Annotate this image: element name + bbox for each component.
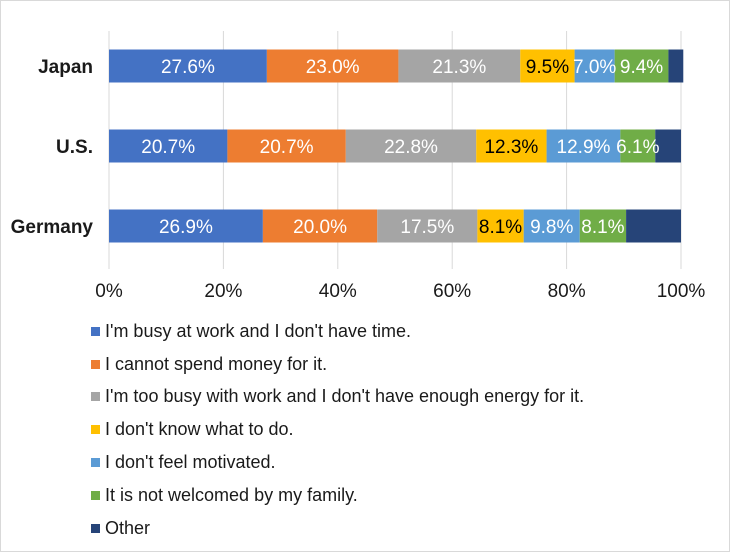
legend-item: I'm busy at work and I don't have time. <box>91 315 584 348</box>
data-label: 20.0% <box>293 217 347 238</box>
data-label: 8.1% <box>479 217 522 238</box>
bar-segment <box>574 49 615 83</box>
legend-item: I don't know what to do. <box>91 413 584 446</box>
x-tick-label: 80% <box>548 281 586 302</box>
data-label: 8.1% <box>581 217 624 238</box>
bar-segment <box>668 49 684 83</box>
legend-label: Other <box>105 517 151 538</box>
data-label: 23.0% <box>306 57 360 78</box>
legend-label: I'm too busy with work and I don't have … <box>105 386 585 407</box>
bar-segment <box>262 209 378 243</box>
x-axis-ticks: 0% 20% 40% 60% 80% 100% <box>95 281 705 302</box>
stacked-bar-chart: 27.6% 23.0% 21.3% 9.5% 7.0% 9.4% 20.7% 20.7% 22.… <box>11 31 705 302</box>
data-label: 17.5% <box>400 217 454 238</box>
bar-segment <box>546 129 621 163</box>
legend-label: I don't know what to do. <box>105 419 294 440</box>
data-label: 9.4% <box>620 57 663 78</box>
legend-swatch <box>91 523 100 533</box>
data-label: 20.7% <box>260 137 314 158</box>
category-label: Germany <box>11 217 94 238</box>
bar-segment <box>614 49 669 83</box>
legend-swatch <box>91 425 100 435</box>
legend-item: Other <box>91 512 584 545</box>
x-tick-label: 20% <box>204 281 242 302</box>
data-label: 27.6% <box>161 57 215 78</box>
data-label: 7.0% <box>573 57 616 78</box>
bar-segment <box>109 49 267 83</box>
category-labels: Japan U.S. Germany <box>11 57 94 238</box>
data-label: 26.9% <box>159 217 213 238</box>
legend-label: I'm busy at work and I don't have time. <box>105 320 412 341</box>
legend-swatch <box>91 458 100 468</box>
legend-item: It is not welcomed by my family. <box>91 479 584 512</box>
bar-segment <box>579 209 627 243</box>
bar-segment <box>377 209 478 243</box>
data-label: 6.1% <box>616 137 659 158</box>
bar-segment <box>523 209 580 243</box>
bar-segment <box>655 129 681 163</box>
bar-segment <box>109 129 228 163</box>
legend: I'm busy at work and I don't have time. I… <box>91 315 584 545</box>
legend-swatch <box>91 359 100 369</box>
category-label: U.S. <box>56 137 93 158</box>
x-tick-label: 60% <box>433 281 471 302</box>
data-label: 12.9% <box>557 137 611 158</box>
bar-segment <box>520 49 575 83</box>
data-label: 22.8% <box>384 137 438 158</box>
bar-segment <box>227 129 346 163</box>
legend-label: I cannot spend money for it. <box>105 353 328 374</box>
legend-label: I don't feel motivated. <box>105 452 276 473</box>
x-tick-label: 100% <box>657 281 706 302</box>
bar-segment <box>620 129 656 163</box>
legend-item: I don't feel motivated. <box>91 446 584 479</box>
data-label: 12.3% <box>484 137 538 158</box>
bar-segment <box>477 209 524 243</box>
legend-item: I'm too busy with work and I don't have … <box>91 381 584 414</box>
data-label: 20.7% <box>141 137 195 158</box>
data-label: 9.8% <box>530 217 573 238</box>
x-tick-label: 0% <box>95 281 123 302</box>
legend-item: I cannot spend money for it. <box>91 348 584 381</box>
bar-segment <box>398 49 521 83</box>
bar-segment <box>345 129 477 163</box>
category-label: Japan <box>38 57 93 78</box>
legend-label: It is not welcomed by my family. <box>105 484 358 505</box>
data-label: 21.3% <box>432 57 486 78</box>
bar-segment <box>476 129 547 163</box>
bar-segment <box>109 209 263 243</box>
legend-swatch <box>91 490 100 500</box>
bar-segment <box>626 209 681 243</box>
data-label: 9.5% <box>526 57 569 78</box>
bar-segment <box>266 49 399 83</box>
legend-swatch <box>91 392 100 402</box>
x-tick-label: 40% <box>319 281 357 302</box>
legend-swatch <box>91 326 100 336</box>
data-labels: 27.6% 23.0% 21.3% 9.5% 7.0% 9.4% 20.7% 20.7% 22.… <box>141 57 663 238</box>
bars <box>109 49 684 243</box>
